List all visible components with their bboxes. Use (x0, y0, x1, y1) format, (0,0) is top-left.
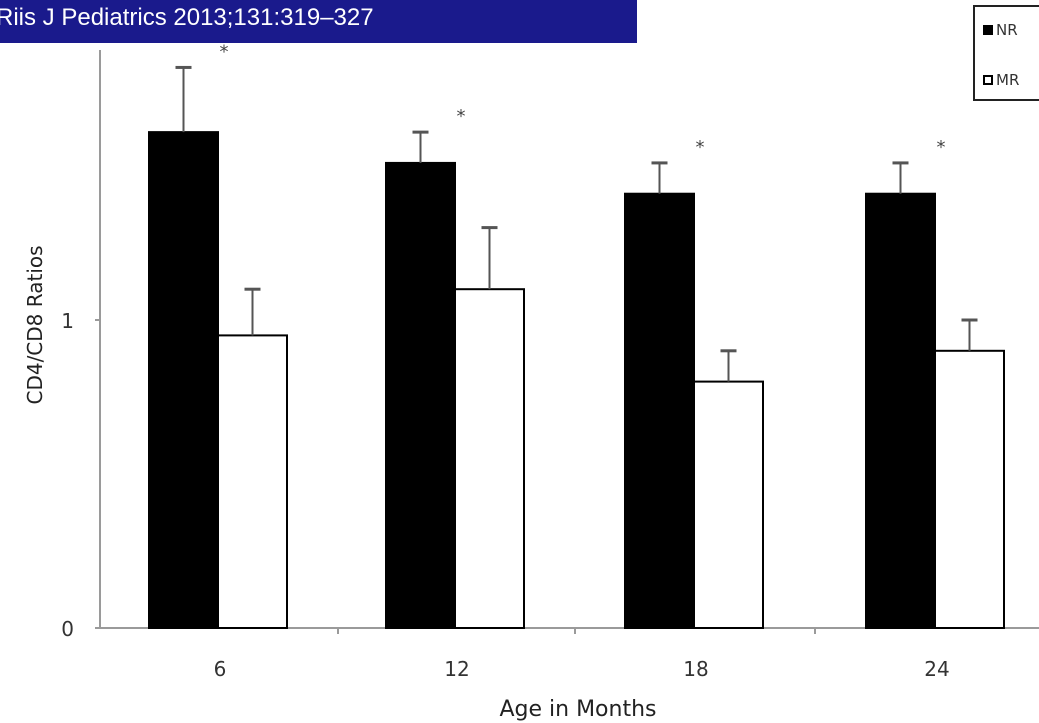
x-tick-label: 12 (444, 657, 469, 681)
citation-text: Riis J Pediatrics 2013;131:319–327 (0, 4, 374, 31)
significance-asterisk: * (457, 106, 466, 127)
legend-swatch-mr (983, 75, 993, 85)
legend-label-nr: NR (996, 21, 1018, 39)
bar-mr (934, 349, 1005, 629)
legend-swatch-nr (983, 25, 993, 35)
bar-mr (693, 380, 764, 629)
x-tick-label: 18 (683, 657, 708, 681)
bar-mr (454, 288, 525, 629)
y-tick-label: 1 (61, 309, 74, 333)
bar-nr (385, 161, 456, 629)
bar-nr (148, 131, 219, 629)
bar-nr (624, 192, 695, 629)
legend-label-mr: MR (996, 71, 1020, 89)
x-tick-label: 24 (924, 657, 949, 681)
y-axis-label: CD4/CD8 Ratios (23, 245, 47, 404)
citation-banner: Riis J Pediatrics 2013;131:319–327 (0, 0, 637, 43)
bar-mr (217, 334, 288, 629)
x-axis-label: Age in Months (499, 697, 656, 722)
significance-asterisk: * (220, 41, 229, 62)
legend-item-nr: NR (983, 21, 1018, 39)
bar-nr (865, 192, 936, 629)
significance-asterisk: * (937, 137, 946, 158)
legend-item-mr: MR (983, 71, 1019, 89)
significance-asterisk: * (696, 137, 705, 158)
y-tick-label: 0 (61, 617, 74, 641)
chart-legend: NR MR (973, 5, 1039, 101)
x-tick-label: 6 (214, 657, 227, 681)
